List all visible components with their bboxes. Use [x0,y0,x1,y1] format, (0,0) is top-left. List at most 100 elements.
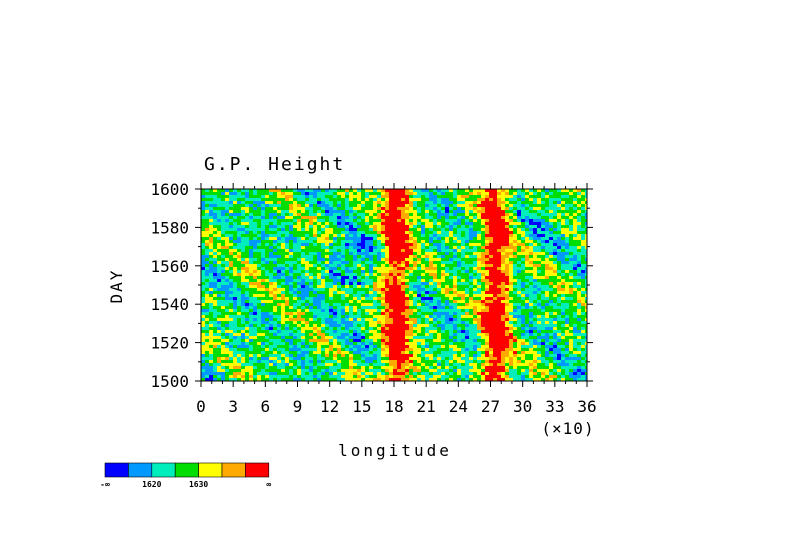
heatmap-cell [457,225,462,229]
heatmap-cell [549,252,554,256]
heatmap-cell [209,231,214,235]
heatmap-cell [381,255,386,259]
heatmap-cell [385,315,390,319]
heatmap-cell [297,255,302,259]
heatmap-cell [405,309,410,313]
heatmap-cell [225,333,230,337]
heatmap-cell [313,258,318,262]
heatmap-cell [337,204,342,208]
heatmap-cell [417,327,422,331]
heatmap-cell [389,339,394,343]
heatmap-cell [301,237,306,241]
heatmap-cell [421,213,426,217]
heatmap-cell [261,219,266,223]
heatmap-cell [585,201,587,205]
heatmap-cell [461,249,466,253]
heatmap-cell [457,291,462,295]
heatmap-cell [285,252,290,256]
heatmap-cell [241,270,246,274]
heatmap-cell [557,225,562,229]
heatmap-cell [401,279,406,283]
heatmap-cell [377,195,382,199]
heatmap-cell [581,279,586,283]
heatmap-cell [241,315,246,319]
heatmap-cell [557,288,562,292]
heatmap-cell [449,234,454,238]
heatmap-cell [505,204,510,208]
heatmap-cell [233,195,238,199]
heatmap-cell [549,192,554,196]
heatmap-cell [293,321,298,325]
heatmap-cell [465,303,470,307]
heatmap-cell [205,282,210,286]
heatmap-cell [457,303,462,307]
heatmap-cell [281,213,286,217]
heatmap-cell [489,330,494,334]
heatmap-cell [365,318,370,322]
heatmap-cell [533,249,538,253]
heatmap-cell [537,333,542,337]
heatmap-cell [445,231,450,235]
heatmap-cell [389,324,394,328]
heatmap-cell [477,318,482,322]
heatmap-cell [501,234,506,238]
heatmap-cell [301,297,306,301]
heatmap-cell [577,321,582,325]
heatmap-cell [457,234,462,238]
heatmap-cell [445,330,450,334]
heatmap-cell [457,222,462,226]
heatmap-cell [409,252,414,256]
heatmap-cell [413,222,418,226]
heatmap-cell [389,267,394,271]
heatmap-cell [361,246,366,250]
heatmap-cell [217,252,222,256]
heatmap-cell [281,327,286,331]
heatmap-cell [461,282,466,286]
heatmap-cell [553,243,558,247]
heatmap-cell [341,240,346,244]
heatmap-cell [253,294,258,298]
heatmap-cell [205,324,210,328]
heatmap-cell [369,303,374,307]
heatmap-cell [209,219,214,223]
heatmap-cell [301,282,306,286]
heatmap-cell [365,213,370,217]
heatmap-cell [493,309,498,313]
heatmap-cell [413,240,418,244]
heatmap-cell [257,201,262,205]
heatmap-cell [357,279,362,283]
heatmap-cell [209,294,214,298]
heatmap-cell [213,270,218,274]
heatmap-cell [389,285,394,289]
heatmap-cell [373,288,378,292]
heatmap-cell [437,336,442,340]
heatmap-cell [217,198,222,202]
heatmap-cell [285,198,290,202]
heatmap-cell [349,231,354,235]
heatmap-cell [349,204,354,208]
heatmap-cell [365,231,370,235]
heatmap-cell [345,279,350,283]
heatmap-cell [217,231,222,235]
heatmap-cell [437,312,442,316]
heatmap-cell [409,339,414,343]
heatmap-cell [473,231,478,235]
heatmap-cell [293,201,298,205]
heatmap-cell [561,333,566,337]
heatmap-cell [205,201,210,205]
heatmap-cell [385,282,390,286]
heatmap-cell [465,333,470,337]
heatmap-cell [493,240,498,244]
heatmap-cell [245,237,250,241]
heatmap-cell [397,288,402,292]
heatmap-cell [321,219,326,223]
heatmap-cell [397,300,402,304]
heatmap-cell [545,237,550,241]
heatmap-cell [321,318,326,322]
heatmap-cell [433,225,438,229]
heatmap-cell [569,234,574,238]
heatmap-cell [497,213,502,217]
heatmap-cell [497,321,502,325]
heatmap-cell [433,195,438,199]
heatmap-cell [449,270,454,274]
